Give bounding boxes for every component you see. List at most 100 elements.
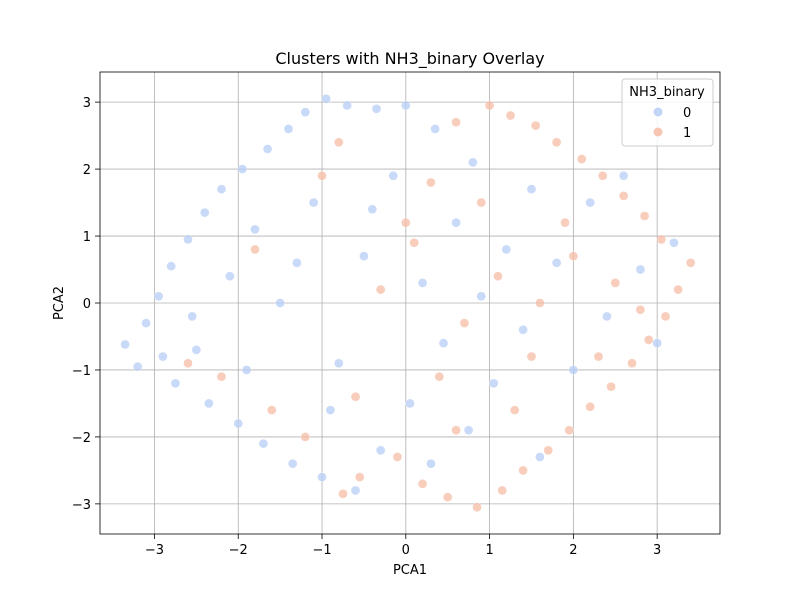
scatter-point-series-1 (392, 452, 403, 462)
scatter-point-series-0 (237, 164, 248, 174)
scatter-point-series-1 (577, 154, 587, 164)
scatter-point-series-0 (463, 425, 474, 435)
legend-marker-0 (653, 107, 663, 117)
scatter-point-series-0 (489, 378, 499, 389)
y-tick-label: −2 (72, 431, 91, 446)
scatter-point-series-0 (308, 197, 319, 208)
scatter-point-series-1 (317, 171, 327, 181)
scatter-point-series-1 (350, 391, 361, 402)
scatter-point-series-1 (543, 445, 553, 456)
scatter-point-series-1 (300, 432, 311, 442)
scatter-point-series-0 (438, 338, 449, 348)
scatter-point-series-0 (468, 157, 478, 168)
scatter-point-series-0 (371, 104, 382, 114)
y-tick-label: −3 (72, 498, 91, 513)
scatter-point-series-1 (618, 191, 629, 201)
scatter-point-series-1 (417, 479, 428, 489)
axis-ticks: −3 −2 −1 0 1 2 3 −3 −2 −1 0 1 2 3 (72, 96, 661, 558)
scatter-point-series-1 (635, 304, 646, 315)
scatter-point-series-1 (216, 371, 227, 382)
scatter-point-series-0 (375, 445, 386, 456)
scatter-point-series-0 (401, 100, 411, 111)
scatter-point-series-1 (530, 120, 541, 131)
scatter-point-series-0 (430, 124, 440, 134)
scatter-point-series-0 (568, 365, 579, 375)
scatter-point-series-1 (509, 405, 520, 415)
x-tick-label: 0 (402, 543, 410, 558)
scatter-point-series-0 (292, 258, 302, 268)
scatter-point-series-0 (451, 217, 461, 228)
scatter-point-series-0 (275, 298, 285, 308)
y-tick-label: 2 (83, 163, 91, 178)
scatter-point-series-0 (426, 458, 436, 469)
scatter-point-series-0 (158, 351, 168, 362)
scatter-point-series-0 (350, 485, 361, 496)
scatter-point-series-0 (204, 398, 214, 409)
scatter-point-series-0 (120, 339, 130, 350)
scatter-point-series-0 (187, 311, 197, 322)
scatter-point-series-0 (153, 291, 164, 302)
scatter-point-series-0 (635, 264, 646, 275)
scatter-point-series-0 (535, 452, 545, 462)
scatter-point-series-0 (476, 291, 486, 302)
scatter-point-series-0 (526, 184, 537, 194)
scatter-point-series-0 (262, 144, 273, 154)
scatter-point-series-1 (518, 465, 528, 476)
scatter-point-series-0 (170, 378, 181, 389)
scatter-point-series-0 (300, 107, 311, 117)
scatter-point-series-1 (476, 197, 486, 208)
scatter-point-series-1 (459, 318, 470, 328)
scatter-point-series-1 (564, 425, 574, 435)
scatter-point-series-0 (191, 345, 202, 355)
scatter-point-series-0 (216, 184, 227, 194)
scatter-point-series-0 (321, 94, 331, 104)
legend-marker-1 (653, 127, 663, 137)
scatter-point-series-1 (639, 211, 650, 221)
legend-title: NH3_binary (629, 85, 705, 100)
legend-label-1: 1 (683, 126, 691, 141)
scatter-point-series-1 (673, 284, 683, 295)
x-tick-label: −3 (145, 543, 164, 558)
scatter-point-series-1 (493, 271, 503, 281)
scatter-point-series-1 (442, 492, 453, 502)
scatter-point-series-0 (317, 472, 327, 482)
scatter-point-series-0 (141, 318, 151, 328)
scatter-point-series-0 (225, 271, 235, 281)
scatter-point-series-1 (484, 100, 495, 111)
scatter-point-series-0 (417, 278, 428, 288)
scatter-point-series-0 (618, 171, 629, 181)
legend-box (621, 78, 714, 147)
scatter-point-series-0 (652, 338, 662, 348)
scatter-point-series-0 (405, 398, 415, 409)
scatter-point-series-0 (367, 204, 378, 215)
scatter-point-series-1 (375, 284, 386, 295)
scatter-point-series-0 (166, 261, 176, 271)
scatter-point-series-1 (610, 278, 621, 288)
scatter-point-series-1 (401, 217, 411, 228)
scatter-point-series-1 (409, 237, 419, 248)
scatter-point-series-0 (551, 258, 562, 268)
x-tick-label: 3 (653, 543, 661, 558)
scatter-point-series-1 (472, 502, 482, 512)
scatter-point-series-1 (644, 335, 654, 345)
scatter-point-series-0 (132, 361, 143, 372)
scatter-point-series-1 (354, 472, 365, 482)
scatter-point-series-1 (685, 258, 696, 268)
scatter-point-series-1 (426, 177, 436, 188)
y-tick-label: 0 (83, 297, 91, 312)
y-tick-label: −1 (72, 364, 91, 379)
scatter-point-series-0 (602, 311, 612, 322)
x-tick-label: −1 (312, 543, 331, 558)
scatter-point-series-0 (669, 237, 679, 248)
x-tick-label: −2 (229, 543, 248, 558)
scatter-point-series-0 (250, 224, 260, 235)
y-tick-label: 3 (83, 96, 91, 111)
scatter-point-series-1 (526, 351, 537, 362)
scatter-point-series-1 (451, 425, 461, 435)
scatter-point-series-0 (258, 438, 269, 449)
grid-lines (100, 72, 720, 534)
scatter-point-series-0 (287, 458, 298, 469)
x-axis-title: PCA1 (393, 563, 427, 578)
scatter-point-series-1 (627, 358, 637, 369)
scatter-point-series-1 (560, 217, 570, 228)
